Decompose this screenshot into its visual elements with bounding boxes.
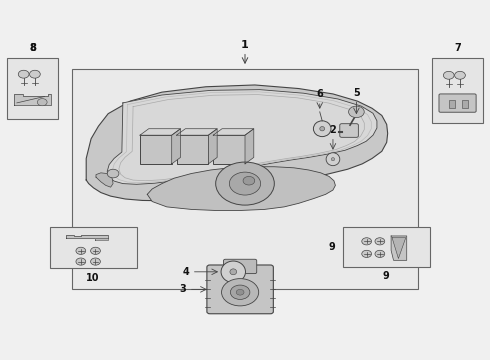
Circle shape <box>76 247 86 255</box>
Polygon shape <box>392 238 406 258</box>
Bar <box>6 58 58 119</box>
Polygon shape <box>213 129 254 135</box>
Text: 3: 3 <box>180 284 186 294</box>
Polygon shape <box>107 90 377 184</box>
Ellipse shape <box>331 158 335 161</box>
Text: 10: 10 <box>86 273 100 283</box>
Ellipse shape <box>221 261 245 283</box>
Bar <box>449 100 455 108</box>
Circle shape <box>91 258 100 265</box>
Bar <box>432 58 484 123</box>
Ellipse shape <box>314 121 331 136</box>
Polygon shape <box>14 94 51 105</box>
Circle shape <box>243 176 255 185</box>
Text: 9: 9 <box>329 242 335 252</box>
Ellipse shape <box>326 153 340 166</box>
Circle shape <box>230 285 250 300</box>
Circle shape <box>362 238 371 245</box>
Bar <box>72 69 418 289</box>
FancyBboxPatch shape <box>207 265 273 314</box>
Text: 6: 6 <box>317 89 323 99</box>
Text: 8: 8 <box>29 44 36 53</box>
Text: 2: 2 <box>330 125 336 135</box>
Polygon shape <box>208 129 217 164</box>
Text: 4: 4 <box>183 267 189 277</box>
Ellipse shape <box>320 127 324 131</box>
Ellipse shape <box>230 269 237 275</box>
Polygon shape <box>391 236 407 260</box>
Polygon shape <box>96 238 108 240</box>
Circle shape <box>76 258 86 265</box>
Bar <box>213 135 245 164</box>
Bar <box>463 100 468 108</box>
Circle shape <box>236 289 244 295</box>
Bar <box>49 226 137 268</box>
Circle shape <box>229 172 261 195</box>
FancyBboxPatch shape <box>439 94 476 112</box>
Polygon shape <box>86 85 388 201</box>
Circle shape <box>18 70 29 78</box>
Text: 7: 7 <box>454 44 461 53</box>
Circle shape <box>91 247 100 255</box>
Bar <box>140 135 172 164</box>
Circle shape <box>375 250 385 257</box>
Circle shape <box>221 279 259 306</box>
Bar <box>343 226 430 267</box>
Polygon shape <box>176 129 217 135</box>
Polygon shape <box>172 129 180 164</box>
Circle shape <box>37 99 47 106</box>
FancyBboxPatch shape <box>340 124 358 137</box>
Polygon shape <box>147 167 335 211</box>
Text: 9: 9 <box>383 271 390 282</box>
Polygon shape <box>245 129 254 164</box>
Polygon shape <box>140 129 180 135</box>
Circle shape <box>216 162 274 205</box>
Circle shape <box>443 71 454 79</box>
Circle shape <box>29 70 40 78</box>
Circle shape <box>375 238 385 245</box>
Text: 8: 8 <box>29 44 36 53</box>
Circle shape <box>455 71 466 79</box>
Text: 5: 5 <box>353 87 360 98</box>
Circle shape <box>348 106 364 118</box>
Bar <box>176 135 208 164</box>
Polygon shape <box>96 173 113 187</box>
Circle shape <box>107 169 119 178</box>
FancyBboxPatch shape <box>223 259 257 274</box>
Polygon shape <box>66 235 108 238</box>
Circle shape <box>362 250 371 257</box>
Text: 1: 1 <box>241 40 249 50</box>
